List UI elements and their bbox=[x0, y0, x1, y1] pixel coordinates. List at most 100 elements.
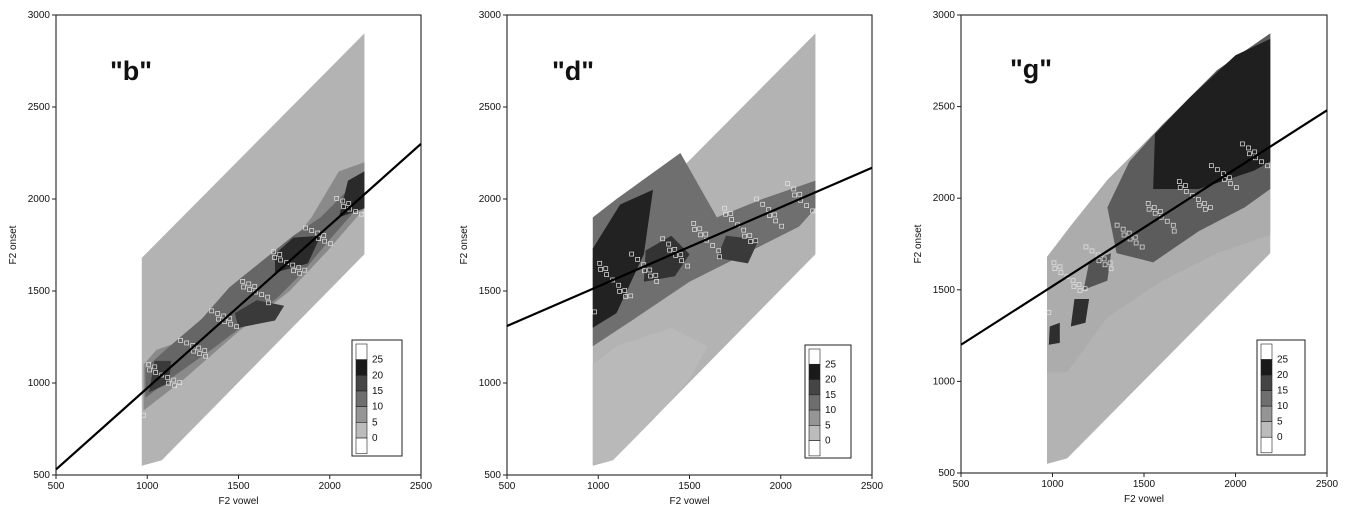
legend-label: 10 bbox=[1277, 401, 1289, 412]
data-point bbox=[1133, 240, 1139, 246]
y-tick-label: 2000 bbox=[479, 194, 502, 205]
data-point bbox=[252, 284, 258, 289]
data-point bbox=[653, 272, 659, 278]
legend-label: 25 bbox=[372, 355, 384, 366]
data-point bbox=[791, 186, 797, 192]
legend-swatch bbox=[1260, 359, 1273, 376]
y-tick-label: 2000 bbox=[28, 194, 51, 205]
x-axis-label: F2 vowel bbox=[1124, 494, 1164, 505]
data-point bbox=[1202, 206, 1208, 212]
data-point bbox=[340, 198, 346, 204]
y-tick-label: 1000 bbox=[28, 378, 51, 389]
data-point bbox=[234, 324, 240, 330]
x-tick-label: 1500 bbox=[678, 481, 701, 492]
data-point bbox=[321, 233, 327, 238]
data-point bbox=[1052, 266, 1058, 272]
data-point bbox=[240, 279, 246, 284]
legend-label: 15 bbox=[372, 386, 384, 397]
legend-label: 20 bbox=[1277, 370, 1289, 381]
legend-swatch bbox=[808, 363, 821, 380]
data-point bbox=[692, 227, 697, 232]
legend-label: 10 bbox=[372, 402, 384, 413]
data-point bbox=[152, 364, 158, 370]
data-point bbox=[667, 247, 672, 253]
y-tick-label: 3000 bbox=[479, 10, 502, 21]
data-point bbox=[642, 268, 647, 274]
data-point bbox=[678, 252, 684, 258]
data-point bbox=[1077, 288, 1083, 293]
data-point bbox=[147, 367, 152, 373]
x-tick-label: 1500 bbox=[227, 481, 250, 492]
chart-panel-3: 500 1000 1500 2000 2500 500 1000 1500 2000 2500 30… bbox=[913, 10, 1339, 505]
panel-title: "b" bbox=[110, 56, 152, 86]
data-point bbox=[679, 258, 685, 264]
y-tick-label: 500 bbox=[938, 468, 955, 479]
data-point bbox=[277, 252, 283, 257]
data-point bbox=[215, 311, 221, 316]
data-point bbox=[1183, 189, 1189, 194]
regression-line bbox=[506, 166, 873, 327]
legend-label: 5 bbox=[372, 417, 378, 428]
data-point bbox=[203, 353, 208, 359]
data-point bbox=[647, 267, 653, 273]
data-point bbox=[779, 223, 785, 229]
y-tick-label: 2500 bbox=[28, 102, 51, 113]
data-point bbox=[1247, 151, 1252, 157]
legend-label: 0 bbox=[372, 433, 378, 444]
y-tick-label: 1000 bbox=[933, 376, 956, 387]
data-point bbox=[1121, 232, 1127, 238]
y-tick-label: 1000 bbox=[479, 378, 502, 389]
legend-label: 15 bbox=[825, 390, 837, 401]
data-point bbox=[1221, 177, 1227, 182]
data-point bbox=[1215, 167, 1220, 173]
data-point bbox=[603, 266, 609, 271]
data-point bbox=[628, 293, 634, 299]
legend-swatch bbox=[1260, 343, 1273, 360]
legend-swatch bbox=[355, 437, 368, 455]
legend-swatch bbox=[355, 406, 368, 423]
data-point bbox=[1157, 209, 1163, 214]
data-point bbox=[598, 267, 603, 272]
legend-swatch bbox=[808, 348, 821, 365]
data-point bbox=[166, 380, 171, 386]
data-point bbox=[1046, 309, 1052, 315]
data-point bbox=[597, 260, 603, 266]
x-tick-label: 1500 bbox=[1133, 479, 1156, 490]
data-point bbox=[1170, 222, 1176, 228]
data-point bbox=[748, 239, 753, 244]
contour-level-4 bbox=[643, 235, 690, 282]
contour-level-1 bbox=[592, 327, 708, 464]
data-point bbox=[1145, 201, 1151, 206]
data-point bbox=[1196, 197, 1201, 202]
data-point bbox=[1051, 260, 1057, 266]
data-point bbox=[703, 231, 709, 237]
data-point bbox=[629, 251, 634, 257]
legend-swatch bbox=[355, 375, 368, 392]
data-point bbox=[1101, 256, 1107, 262]
data-point bbox=[303, 225, 309, 231]
data-point bbox=[316, 236, 321, 241]
data-point bbox=[297, 270, 302, 276]
x-axis-label: F2 vowel bbox=[669, 496, 709, 507]
data-point bbox=[302, 267, 308, 273]
data-point bbox=[341, 204, 346, 209]
data-point bbox=[754, 196, 760, 202]
x-tick-label: 2500 bbox=[410, 481, 433, 492]
y-tick-label: 500 bbox=[33, 470, 50, 481]
x-tick-label: 2000 bbox=[1224, 479, 1247, 490]
data-point bbox=[202, 348, 208, 353]
data-point bbox=[691, 221, 697, 226]
y-tick-label: 2500 bbox=[933, 102, 956, 113]
data-point bbox=[1208, 205, 1213, 210]
legend-swatch bbox=[355, 422, 368, 439]
data-point bbox=[792, 192, 797, 198]
data-point bbox=[1146, 206, 1152, 212]
data-point bbox=[141, 412, 146, 418]
contour-level-4 bbox=[1070, 298, 1090, 327]
data-point bbox=[1139, 244, 1145, 250]
data-point bbox=[741, 227, 747, 233]
data-point bbox=[1126, 230, 1132, 236]
data-point bbox=[710, 243, 716, 248]
data-point bbox=[685, 263, 691, 269]
